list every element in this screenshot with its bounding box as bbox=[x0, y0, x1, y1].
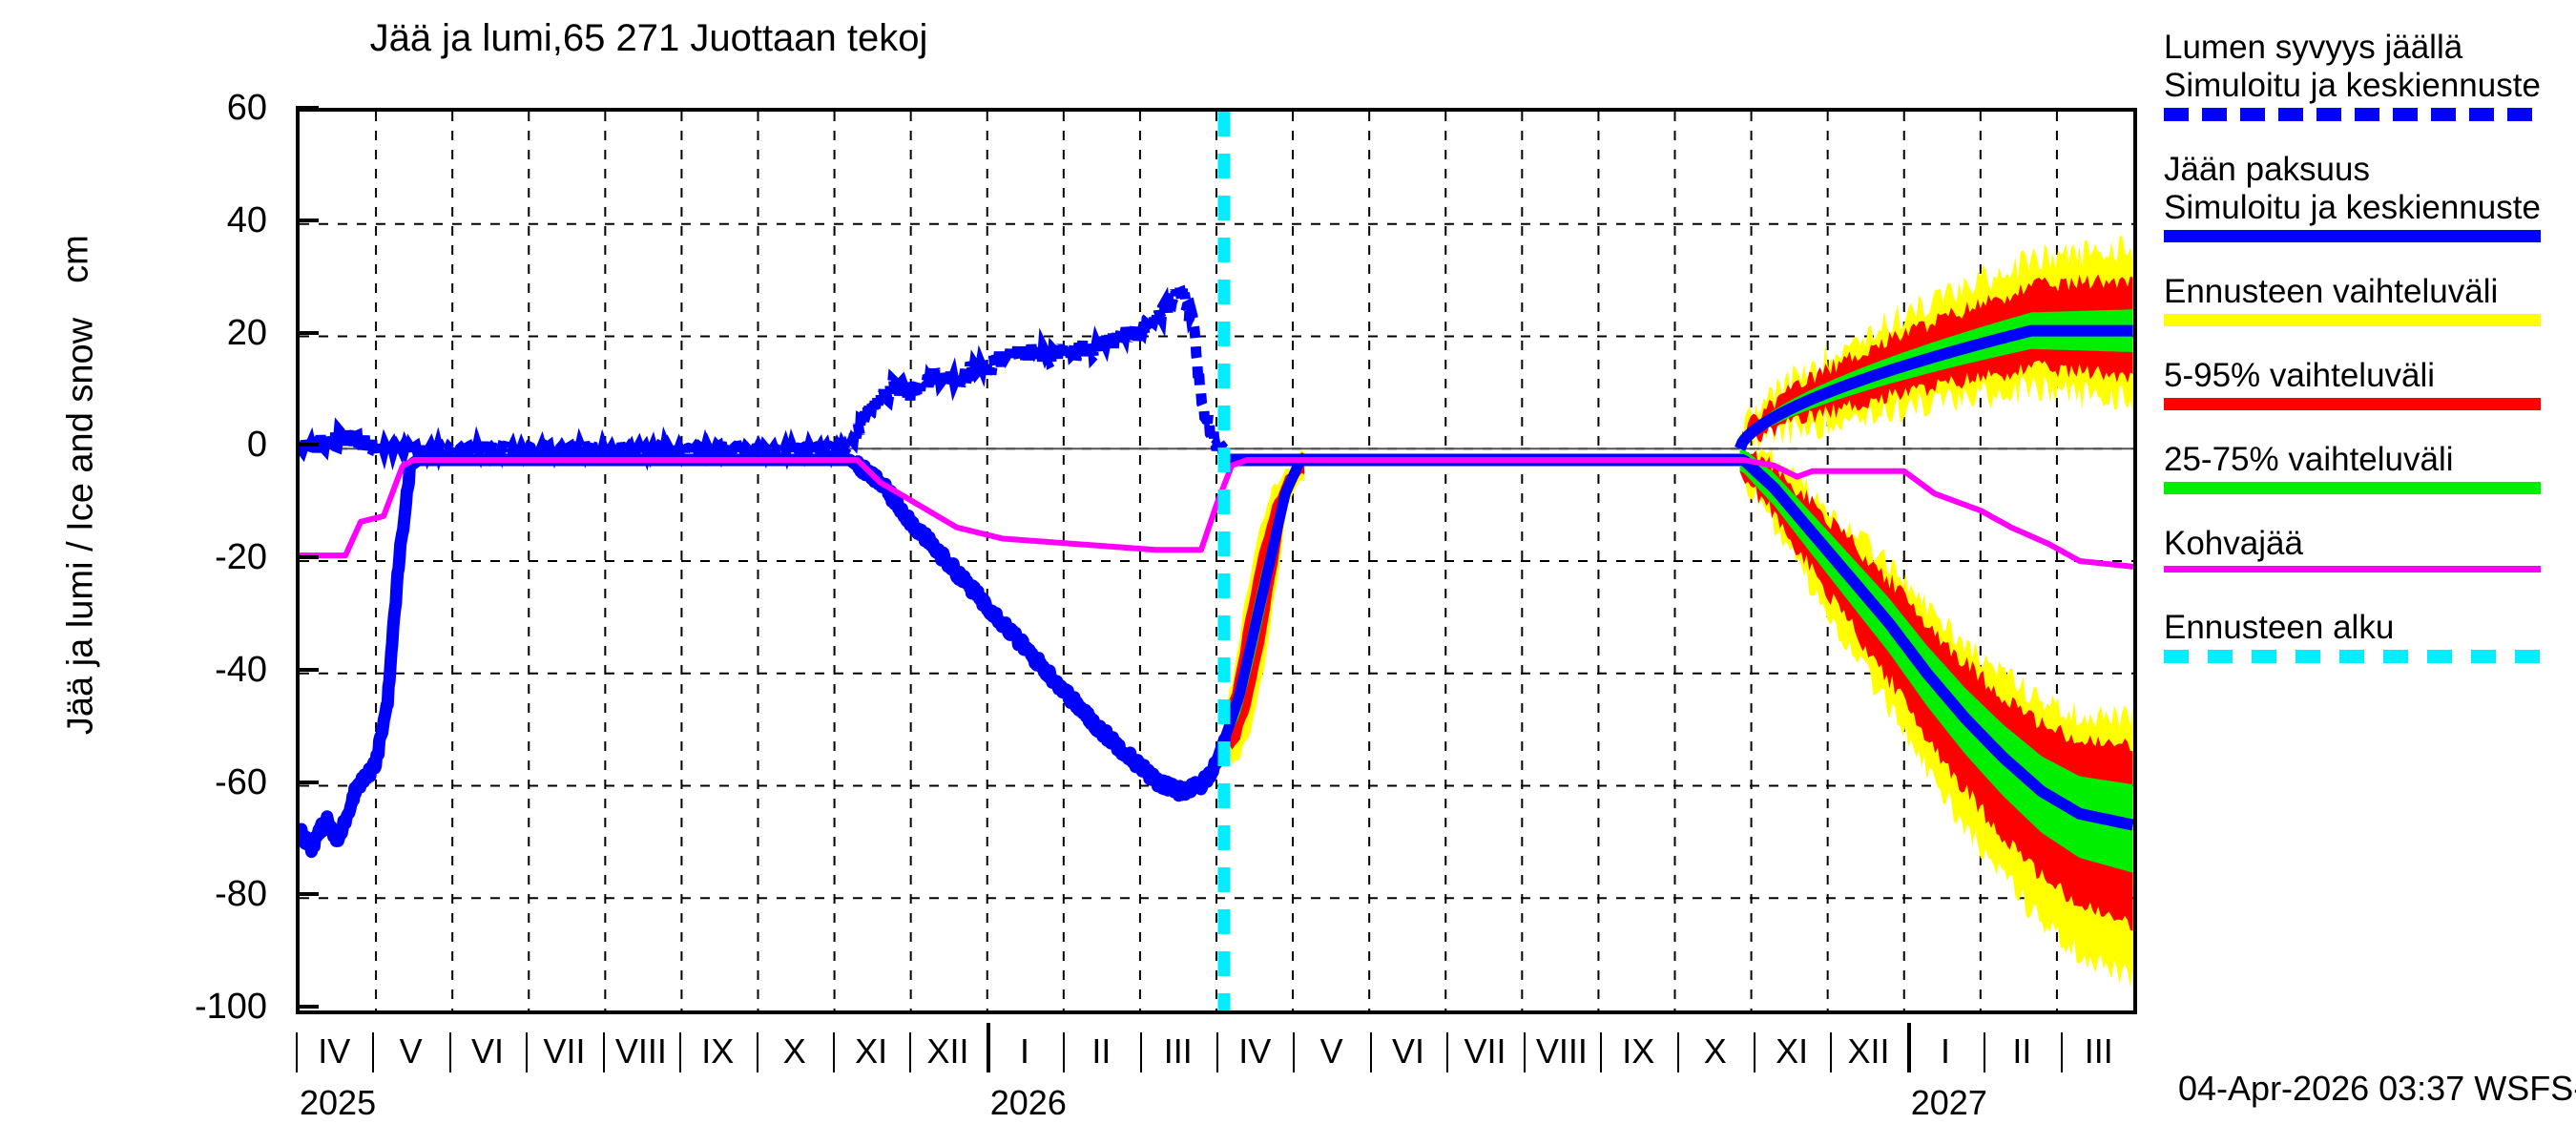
legend-item-title: Lumen syvyys jäällä bbox=[2164, 29, 2463, 66]
x-tick-month-XII: XII bbox=[926, 1031, 969, 1071]
x-tick-month-I: I bbox=[1019, 1031, 1029, 1071]
x-tick-mark bbox=[1600, 1032, 1603, 1072]
legend-swatch bbox=[2164, 650, 2541, 663]
legend-item-0: Lumen syvyys jäällä Simuloitu ja keskienn… bbox=[2164, 29, 2574, 121]
x-tick-month-IX: IX bbox=[1622, 1031, 1655, 1071]
x-tick-mark bbox=[448, 1032, 451, 1072]
x-tick-mark bbox=[1753, 1032, 1755, 1072]
x-tick-month-IV: IV bbox=[1238, 1031, 1272, 1071]
x-tick-month-VI: VI bbox=[1392, 1031, 1425, 1071]
x-tick-mark bbox=[1523, 1032, 1526, 1072]
y-tick-label: 60 bbox=[226, 88, 267, 128]
x-tick-month-I: I bbox=[1940, 1031, 1950, 1071]
legend-item-2: Ennusteen vaihteluväli bbox=[2164, 273, 2574, 326]
x-tick-mark bbox=[2060, 1032, 2063, 1072]
legend-item-title: 5-95% vaihteluväli bbox=[2164, 357, 2436, 394]
x-tick-month-VII: VII bbox=[543, 1031, 586, 1071]
x-tick-mark bbox=[372, 1032, 375, 1072]
y-tick-label: 40 bbox=[226, 199, 267, 240]
x-tick-month-VIII: VIII bbox=[614, 1031, 667, 1071]
y-tick-mark bbox=[296, 892, 319, 897]
x-tick-month-III: III bbox=[2084, 1031, 2113, 1071]
legend-item-subtitle: Simuloitu ja keskiennuste bbox=[2164, 189, 2541, 226]
x-tick-month-X: X bbox=[1703, 1031, 1727, 1071]
chart-plot-area bbox=[296, 108, 2137, 1014]
legend-item-4: 25-75% vaihteluväli bbox=[2164, 441, 2574, 494]
legend-swatch bbox=[2164, 566, 2541, 572]
x-axis-year-label: 2027 bbox=[1910, 1083, 1987, 1122]
legend-swatch bbox=[2164, 108, 2541, 121]
y-tick-mark bbox=[296, 667, 319, 672]
y-tick-label: 0 bbox=[246, 425, 267, 466]
x-tick-month-IX: IX bbox=[701, 1031, 735, 1071]
x-axis-year-label: 2025 bbox=[300, 1083, 377, 1122]
y-tick-mark bbox=[296, 1005, 319, 1009]
legend-item-subtitle: Simuloitu ja keskiennuste bbox=[2164, 67, 2541, 104]
x-tick-month-II: II bbox=[1091, 1031, 1111, 1071]
legend-item-1: Jään paksuus Simuloitu ja keskiennuste bbox=[2164, 151, 2574, 242]
legend-item-title: Jään paksuus bbox=[2164, 151, 2370, 188]
x-tick-mark bbox=[756, 1032, 758, 1072]
x-tick-month-V: V bbox=[399, 1031, 423, 1071]
x-tick-mark bbox=[1676, 1032, 1679, 1072]
x-tick-mark bbox=[909, 1032, 912, 1072]
x-tick-month-VII: VII bbox=[1464, 1031, 1506, 1071]
legend-item-3: 5-95% vaihteluväli bbox=[2164, 357, 2574, 410]
y-tick-label: -60 bbox=[215, 761, 267, 802]
x-tick-month-IV: IV bbox=[318, 1031, 351, 1071]
y-tick-label: -20 bbox=[215, 537, 267, 577]
legend-item-title: Ennusteen vaihteluväli bbox=[2164, 273, 2499, 310]
x-tick-month-V: V bbox=[1319, 1031, 1343, 1071]
x-tick-month-XI: XI bbox=[855, 1031, 888, 1071]
x-tick-mark bbox=[1830, 1032, 1833, 1072]
timestamp-label: 04-Apr-2026 03:37 WSFS-P bbox=[2178, 1069, 2576, 1108]
x-tick-mark bbox=[296, 1032, 298, 1072]
x-tick-month-XII: XII bbox=[1847, 1031, 1890, 1071]
x-axis-year-label: 2026 bbox=[989, 1083, 1067, 1122]
x-tick-mark bbox=[679, 1032, 682, 1072]
x-tick-mark bbox=[1139, 1032, 1142, 1072]
legend-item-5: Kohvajää bbox=[2164, 525, 2574, 572]
y-tick-mark bbox=[296, 330, 319, 335]
y-tick-label: -40 bbox=[215, 649, 267, 690]
x-tick-month-XI: XI bbox=[1776, 1031, 1809, 1071]
x-tick-mark bbox=[1906, 1023, 1911, 1072]
x-tick-mark bbox=[1216, 1032, 1218, 1072]
legend-item-title: 25-75% vaihteluväli bbox=[2164, 441, 2454, 478]
chart-canvas bbox=[300, 112, 2133, 1010]
legend-item-title: Kohvajää bbox=[2164, 525, 2303, 562]
x-tick-mark bbox=[1446, 1032, 1449, 1072]
x-tick-mark bbox=[986, 1023, 990, 1072]
x-tick-mark bbox=[1984, 1032, 1986, 1072]
legend-swatch bbox=[2164, 314, 2541, 326]
x-tick-mark bbox=[1293, 1032, 1296, 1072]
legend-item-6: Ennusteen alku bbox=[2164, 609, 2574, 663]
x-tick-month-III: III bbox=[1163, 1031, 1193, 1071]
x-tick-mark bbox=[832, 1032, 835, 1072]
x-tick-month-X: X bbox=[782, 1031, 806, 1071]
y-tick-mark bbox=[296, 555, 319, 559]
page-title: Jää ja lumi,65 271 Juottaan tekoj bbox=[369, 17, 928, 59]
y-tick-label: -100 bbox=[194, 987, 267, 1027]
x-tick-mark bbox=[526, 1032, 529, 1072]
x-tick-month-VIII: VIII bbox=[1535, 1031, 1588, 1071]
x-tick-month-VI: VI bbox=[471, 1031, 505, 1071]
x-tick-mark bbox=[1369, 1032, 1372, 1072]
y-tick-mark bbox=[296, 780, 319, 784]
y-tick-label: 20 bbox=[226, 312, 267, 353]
y-tick-label: -80 bbox=[215, 874, 267, 915]
legend-swatch bbox=[2164, 482, 2541, 494]
x-tick-mark bbox=[1063, 1032, 1066, 1072]
legend-swatch bbox=[2164, 398, 2541, 410]
x-tick-month-II: II bbox=[2012, 1031, 2032, 1071]
x-tick-mark bbox=[602, 1032, 605, 1072]
legend-item-title: Ennusteen alku bbox=[2164, 609, 2395, 646]
legend-swatch bbox=[2164, 230, 2541, 242]
y-tick-mark bbox=[296, 443, 319, 448]
y-tick-mark bbox=[296, 218, 319, 222]
y-tick-mark bbox=[296, 106, 319, 110]
